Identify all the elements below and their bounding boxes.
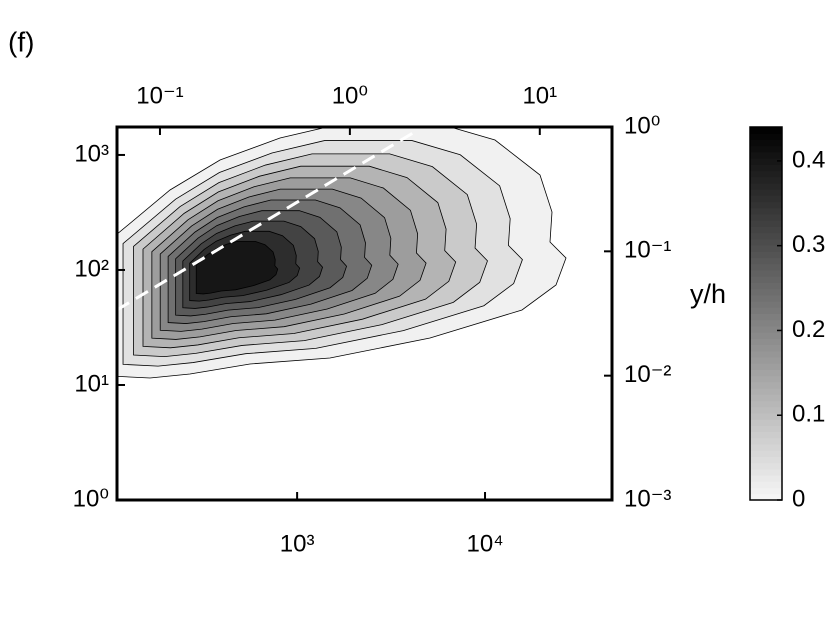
colorbar-band (750, 251, 782, 259)
contour-group (117, 127, 567, 379)
colorbar-band (750, 139, 782, 147)
colorbar-band (750, 462, 782, 470)
colorbar-band (750, 425, 782, 433)
colorbar-band (750, 220, 782, 227)
colorbar-band (750, 313, 782, 321)
colorbar-tick-label: 0.3 (792, 231, 825, 258)
colorbar-band (750, 363, 782, 370)
colorbar-band (750, 419, 782, 426)
colorbar-band (750, 145, 782, 153)
colorbar-frame (749, 126, 783, 501)
colorbar-band (750, 325, 782, 333)
colorbar-band (750, 269, 782, 277)
colorbar-band (750, 307, 782, 314)
colorbar-band (750, 481, 782, 489)
x2-tick-label: 10¹ (522, 82, 557, 109)
colorbar-band (750, 263, 782, 271)
y-tick-label: 10¹ (74, 370, 109, 397)
colorbar-band (750, 468, 782, 476)
y2-axis-label: y/h (690, 279, 726, 309)
colorbar-band (750, 332, 782, 339)
y2-tick-label: 10⁻¹ (624, 237, 671, 264)
colorbar-band (750, 350, 782, 358)
colorbar-band (750, 127, 782, 134)
x2-tick-label: 10⁰ (332, 82, 368, 109)
colorbar-band (750, 189, 782, 196)
colorbar-band (750, 301, 782, 308)
colorbar-band (750, 400, 782, 408)
colorbar-band (750, 245, 782, 252)
colorbar-band (750, 431, 782, 439)
colorbar-band (750, 288, 782, 296)
colorbar-band (750, 375, 782, 383)
colorbar-band (750, 151, 782, 159)
colorbar-band (750, 176, 782, 184)
colorbar-band (750, 319, 782, 327)
colorbar-band (750, 201, 782, 209)
colorbar-band (750, 406, 782, 414)
colorbar-band (750, 294, 782, 302)
colorbar-tick-label: 0.2 (792, 316, 825, 343)
colorbar-band (750, 394, 782, 402)
colorbar-band (750, 388, 782, 395)
colorbar-band (750, 214, 782, 221)
colorbar-band (750, 456, 782, 464)
colorbar-band (750, 182, 782, 190)
colorbar-band (750, 493, 782, 501)
colorbar-band (750, 232, 782, 240)
colorbar-band (750, 487, 782, 495)
y-tick-label: 10³ (74, 140, 109, 167)
colorbar-band (750, 133, 782, 140)
y2-tick-label: 10⁻³ (624, 485, 671, 512)
colorbar-band (750, 170, 782, 178)
colorbar-band (750, 195, 782, 203)
colorbar-band (750, 238, 782, 246)
colorbar-band (750, 282, 782, 290)
colorbar-band (750, 412, 782, 420)
y2-tick-label: 10⁰ (624, 112, 660, 139)
colorbar-band (750, 357, 782, 364)
x-tick-label: 10³ (280, 530, 315, 557)
colorbar-band (750, 158, 782, 165)
y2-tick-label: 10⁻² (624, 361, 671, 388)
colorbar-band (750, 369, 782, 377)
reference-line (117, 128, 419, 312)
colorbar-tick-label: 0.4 (792, 146, 825, 173)
colorbar-band (750, 338, 782, 346)
x2-tick-label: 10⁻¹ (136, 82, 183, 109)
contour-region (195, 240, 279, 295)
plot-frame (115, 125, 614, 502)
panel-label: (f) (8, 26, 34, 57)
colorbar-band (750, 226, 782, 234)
colorbar-tick-label: 0.1 (792, 401, 825, 428)
colorbar-tick-label: 0 (792, 485, 805, 512)
y-tick-label: 10² (74, 255, 109, 282)
colorbar-band (750, 444, 782, 451)
colorbar-band (750, 257, 782, 265)
colorbar-band (750, 475, 782, 482)
colorbar-band (750, 381, 782, 389)
colorbar-band (750, 437, 782, 445)
x-tick-label: 10⁴ (467, 530, 504, 557)
colorbar-band (750, 276, 782, 283)
colorbar-band (750, 207, 782, 215)
colorbar-band (750, 164, 782, 172)
colorbar-band (750, 450, 782, 457)
y-tick-label: 10⁰ (73, 485, 109, 512)
colorbar-band (750, 344, 782, 352)
